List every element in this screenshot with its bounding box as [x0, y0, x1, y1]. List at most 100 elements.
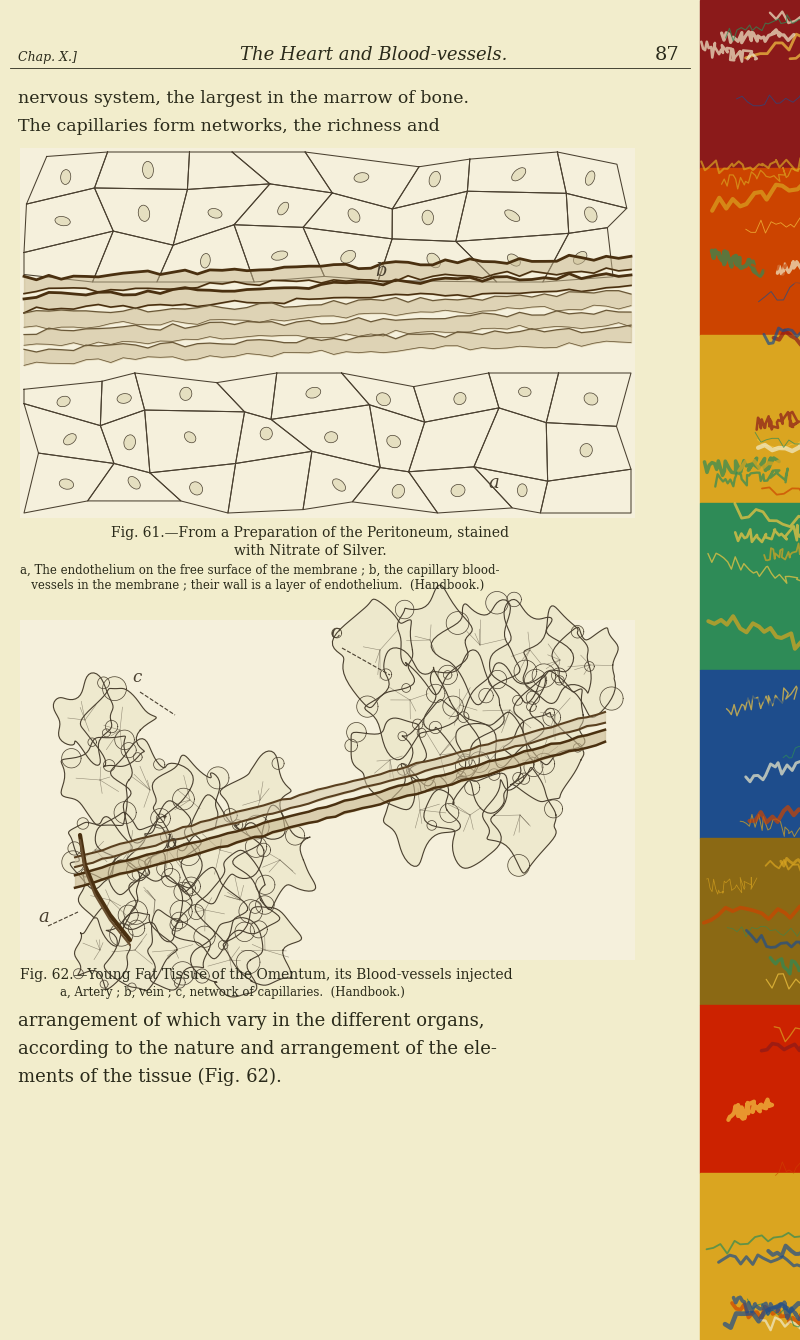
Polygon shape — [395, 600, 414, 619]
Polygon shape — [82, 868, 90, 876]
Text: Fig. 62.—Young Fat Tissue of the Omentum, its Blood-vessels injected: Fig. 62.—Young Fat Tissue of the Omentum… — [20, 967, 513, 982]
Polygon shape — [161, 831, 172, 843]
Polygon shape — [126, 801, 202, 892]
Polygon shape — [256, 875, 275, 894]
Polygon shape — [172, 867, 248, 958]
Polygon shape — [223, 907, 302, 985]
Polygon shape — [110, 923, 133, 946]
Polygon shape — [457, 772, 466, 781]
Text: a, Artery ; b, vein ; c, network of capillaries.  (Handbook.): a, Artery ; b, vein ; c, network of capi… — [60, 986, 405, 1000]
Polygon shape — [152, 756, 220, 851]
Polygon shape — [525, 670, 546, 691]
Bar — [700, 1172, 800, 1340]
Polygon shape — [346, 722, 366, 742]
Polygon shape — [514, 671, 585, 765]
Text: a: a — [38, 909, 49, 926]
Polygon shape — [171, 913, 188, 929]
Ellipse shape — [507, 255, 520, 267]
Polygon shape — [332, 628, 342, 638]
Text: according to the nature and arrangement of the ele-: according to the nature and arrangement … — [18, 1040, 497, 1059]
Ellipse shape — [128, 477, 140, 489]
Polygon shape — [148, 910, 210, 990]
Polygon shape — [128, 921, 145, 937]
Polygon shape — [507, 592, 522, 607]
Polygon shape — [124, 900, 147, 925]
Polygon shape — [154, 758, 165, 770]
Ellipse shape — [57, 397, 70, 407]
Ellipse shape — [61, 170, 70, 185]
Polygon shape — [110, 738, 194, 843]
Polygon shape — [438, 665, 458, 685]
Ellipse shape — [260, 427, 272, 440]
Polygon shape — [543, 709, 561, 726]
Polygon shape — [233, 820, 243, 831]
Polygon shape — [189, 905, 204, 919]
Ellipse shape — [429, 172, 441, 186]
Polygon shape — [345, 740, 358, 752]
Polygon shape — [464, 663, 546, 768]
Text: c: c — [132, 669, 142, 686]
Text: The Heart and Blood-vessels.: The Heart and Blood-vessels. — [240, 46, 507, 64]
Polygon shape — [195, 851, 280, 942]
Polygon shape — [518, 773, 530, 784]
Ellipse shape — [138, 205, 150, 221]
Polygon shape — [174, 977, 185, 988]
Text: vessels in the membrane ; their wall is a layer of endothelium.  (Handbook.): vessels in the membrane ; their wall is … — [20, 579, 484, 592]
Polygon shape — [74, 907, 130, 989]
Polygon shape — [132, 867, 146, 880]
Polygon shape — [440, 804, 459, 823]
Polygon shape — [424, 773, 508, 868]
Polygon shape — [526, 691, 539, 705]
Polygon shape — [455, 756, 475, 776]
Polygon shape — [177, 843, 200, 866]
Text: Chap. X.]: Chap. X.] — [18, 51, 77, 64]
Polygon shape — [402, 683, 410, 693]
Ellipse shape — [386, 436, 401, 448]
Polygon shape — [62, 851, 84, 874]
Polygon shape — [555, 675, 564, 685]
Polygon shape — [249, 900, 262, 914]
Polygon shape — [600, 687, 623, 710]
Polygon shape — [207, 766, 229, 789]
Bar — [700, 670, 800, 838]
Text: c: c — [330, 624, 340, 642]
Text: b: b — [165, 833, 177, 852]
Polygon shape — [257, 843, 270, 856]
Polygon shape — [100, 980, 108, 988]
Polygon shape — [88, 738, 97, 746]
Polygon shape — [236, 950, 260, 974]
Polygon shape — [430, 721, 442, 733]
Polygon shape — [77, 817, 89, 829]
Polygon shape — [534, 753, 554, 775]
Ellipse shape — [422, 210, 434, 225]
Polygon shape — [256, 895, 274, 914]
Polygon shape — [574, 744, 582, 752]
Polygon shape — [162, 868, 180, 887]
Polygon shape — [482, 768, 556, 874]
Polygon shape — [532, 663, 556, 687]
Polygon shape — [286, 825, 305, 846]
Polygon shape — [488, 670, 506, 689]
Polygon shape — [121, 742, 136, 757]
Polygon shape — [114, 801, 136, 824]
Text: with Nitrate of Silver.: with Nitrate of Silver. — [234, 544, 386, 557]
Polygon shape — [479, 689, 494, 704]
Polygon shape — [220, 750, 291, 839]
Text: 87: 87 — [655, 46, 680, 64]
Polygon shape — [102, 729, 110, 737]
Polygon shape — [106, 721, 118, 733]
Polygon shape — [104, 913, 177, 990]
Polygon shape — [514, 661, 537, 683]
Ellipse shape — [325, 431, 338, 442]
Polygon shape — [508, 855, 530, 876]
Text: The capillaries form networks, the richness and: The capillaries form networks, the richn… — [18, 118, 440, 135]
Polygon shape — [426, 685, 445, 702]
Polygon shape — [80, 689, 156, 766]
Polygon shape — [398, 732, 407, 741]
Bar — [700, 1005, 800, 1172]
Ellipse shape — [208, 209, 222, 218]
Polygon shape — [126, 859, 148, 882]
Ellipse shape — [185, 431, 196, 442]
Ellipse shape — [586, 172, 595, 185]
Polygon shape — [235, 922, 254, 942]
